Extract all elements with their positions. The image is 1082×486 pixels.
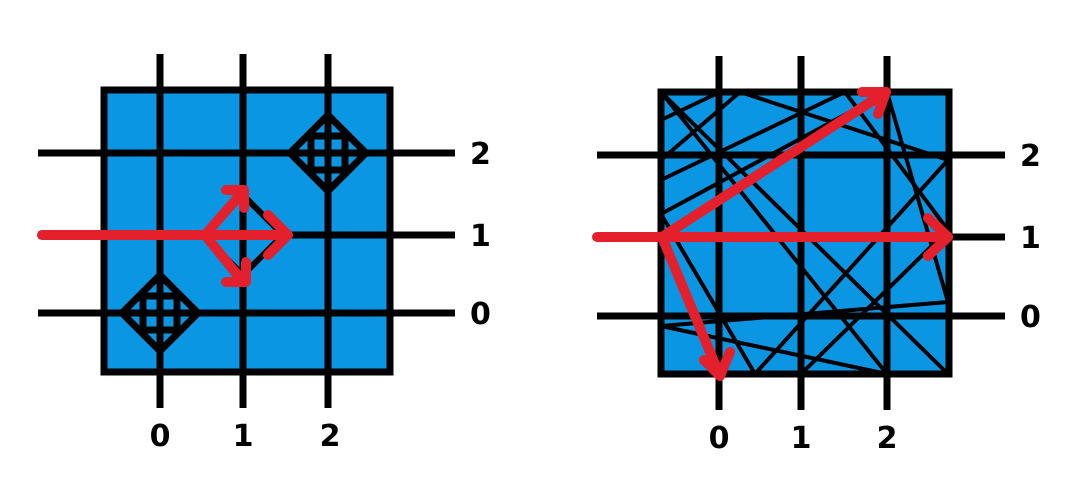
right-y-label-0: 0 [1020,300,1041,335]
right-x-label-0: 0 [709,421,730,456]
left-y-label-1: 1 [470,219,491,254]
right-y-label-2: 2 [1020,139,1041,174]
right-x-label-2: 2 [877,421,898,456]
right-x-label-1: 1 [791,421,812,456]
left-y-label-2: 2 [470,137,491,172]
left-x-label-1: 1 [233,419,254,454]
left-diagram: 0 1 2 2 1 0 [38,54,491,454]
left-x-label-0: 0 [150,419,171,454]
left-x-label-2: 2 [320,419,341,454]
left-y-label-0: 0 [470,297,491,332]
right-y-label-1: 1 [1020,221,1041,256]
right-diagram: 0 1 2 2 1 0 [597,56,1041,456]
